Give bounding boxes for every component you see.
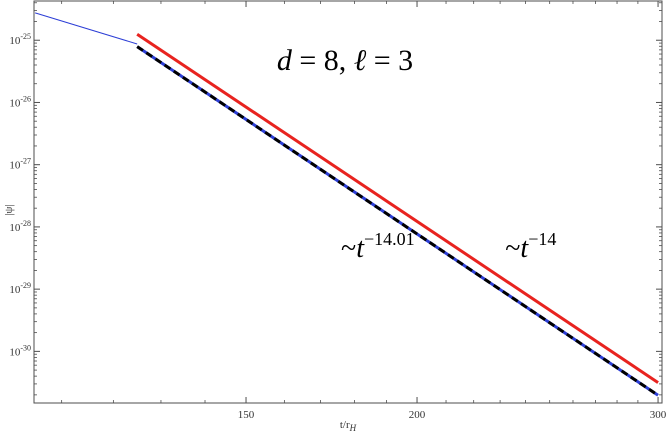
fit-left-var: t [356,233,365,264]
fit-left-exponent: −14.01 [364,229,415,249]
fit-right-var: t [520,233,529,264]
y-tick-label: 10-30 [9,343,31,358]
plot-frame [33,0,663,404]
param-d-value: = 8, [292,44,354,77]
series-red-fit [136,32,659,384]
x-tick-label: 150 [238,409,255,421]
x-axis-label-sub: H [349,423,357,433]
series-layer [34,12,659,397]
x-tick-label: 300 [650,409,667,421]
param-d-symbol: d [277,44,293,77]
series-early-time [34,12,138,45]
param-l-symbol: ℓ [354,44,367,77]
fit-left-tilde: ~ [341,233,356,264]
x-axis-label-base: t/r [340,419,350,431]
y-tick-label: 10-27 [9,157,31,172]
tick-marks [34,1,662,403]
y-tick-label: 10-26 [9,94,31,109]
fit-right-tilde: ~ [505,233,520,264]
fit-right-annotation: ~t−14 [505,229,556,264]
param-l-value: = 3 [366,44,413,77]
y-tick-label: 10-28 [9,219,31,234]
tick-labels: 150 200 300 10-30 10-29 10-28 10-27 10-26 10-25 [9,32,666,421]
y-tick-label: 10-29 [9,281,31,296]
y-tick-label: 10-25 [9,32,31,47]
params-annotation: d = 8, ℓ = 3 [277,44,413,77]
x-tick-label: 200 [409,409,426,421]
y-axis-label: |ψ| [3,204,15,215]
series-dashed-fit [136,45,659,397]
x-axis-label: t/rH [340,419,357,433]
fit-left-annotation: ~t−14.01 [341,229,415,264]
fit-right-exponent: −14 [528,229,556,249]
